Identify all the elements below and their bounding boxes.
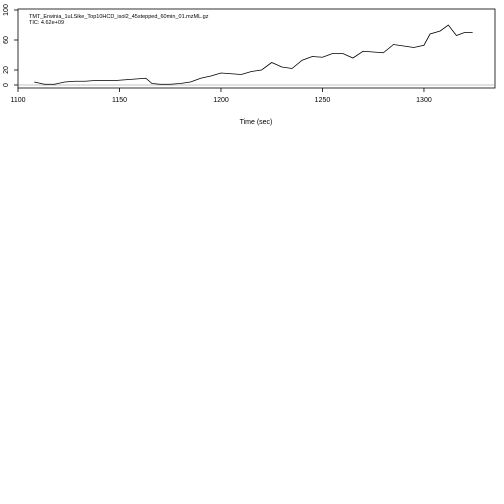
y-axis: 0 20 60 100	[3, 4, 18, 87]
x-tick-label: 1200	[213, 97, 229, 104]
y-tick-label: 0	[3, 83, 10, 87]
x-tick-label: 1100	[10, 97, 25, 104]
y-tick-label: 60	[3, 36, 10, 44]
tic-series-line	[34, 24, 473, 85]
x-axis: 1100 1150 1200 1250 1300	[10, 88, 432, 104]
x-tick-label: 1150	[112, 97, 127, 104]
x-tick-label: 1250	[315, 97, 331, 104]
x-axis-title: Time (sec)	[240, 119, 273, 126]
x-tick-label: 1300	[416, 97, 432, 104]
y-tick-label: 20	[3, 66, 10, 74]
file-name-annotation: TMT_Erwinia_1uLSike_Top10HCD_isol2_45ste…	[29, 14, 209, 20]
tic-annotation: TIC: 4.62e+09	[29, 20, 64, 26]
plot-area-frame	[17, 8, 496, 89]
y-tick-label: 100	[3, 4, 10, 16]
